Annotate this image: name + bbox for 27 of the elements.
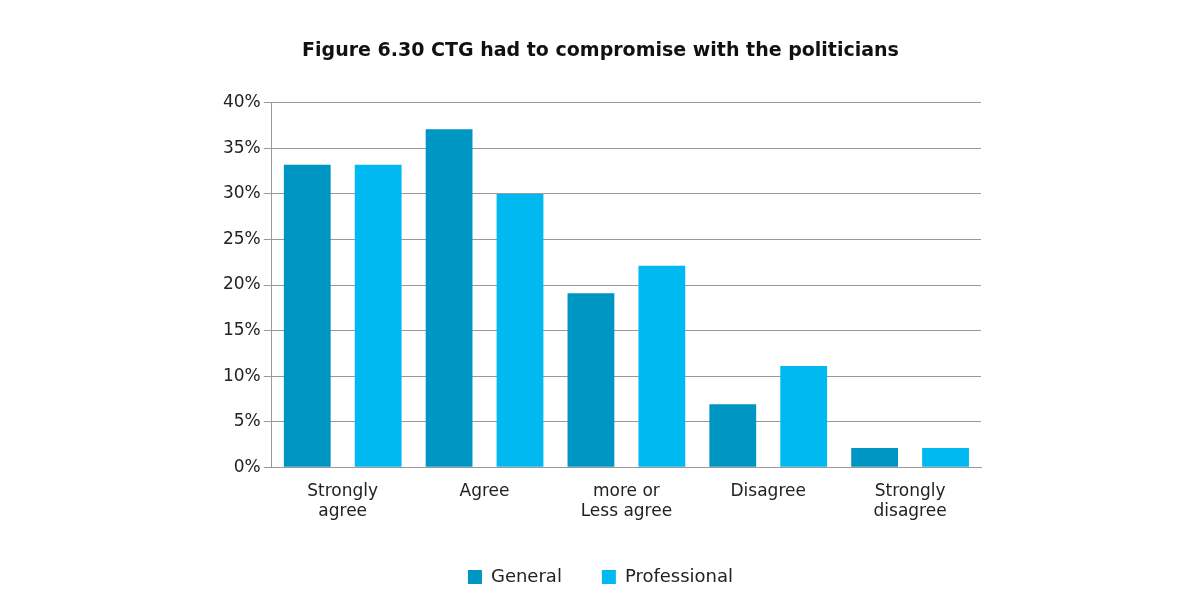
chart-title: Figure 6.30 CTG had to compromise with the politicians <box>302 38 899 61</box>
bar <box>709 404 757 467</box>
bar <box>354 164 402 467</box>
x-tick-label: Strongly agree <box>307 479 379 521</box>
x-tick-label: more or Less agree <box>580 479 673 521</box>
bar <box>780 366 828 467</box>
x-tick-label: Strongly disagree <box>873 479 947 521</box>
y-tick-label: 25% <box>222 227 261 248</box>
y-tick-label: 15% <box>222 318 261 339</box>
bar <box>283 164 331 467</box>
y-tick-label: 10% <box>222 364 261 385</box>
y-tick-label: 40% <box>222 91 261 112</box>
legend-label: Professional <box>624 564 734 586</box>
bar <box>425 129 473 467</box>
x-tick-label: Disagree <box>730 479 806 500</box>
y-tick-label: 0% <box>233 455 261 476</box>
y-tick-label: 30% <box>222 182 261 203</box>
bar <box>851 448 899 467</box>
legend-label: General <box>490 564 562 586</box>
y-tick-label: 5% <box>233 410 261 431</box>
bar <box>922 448 969 467</box>
y-tick-label: 20% <box>222 273 261 294</box>
y-tick-label: 35% <box>222 136 261 157</box>
bar <box>638 265 686 467</box>
bar <box>567 293 615 467</box>
x-tick-label: Agree <box>459 479 510 500</box>
bar <box>496 193 544 467</box>
